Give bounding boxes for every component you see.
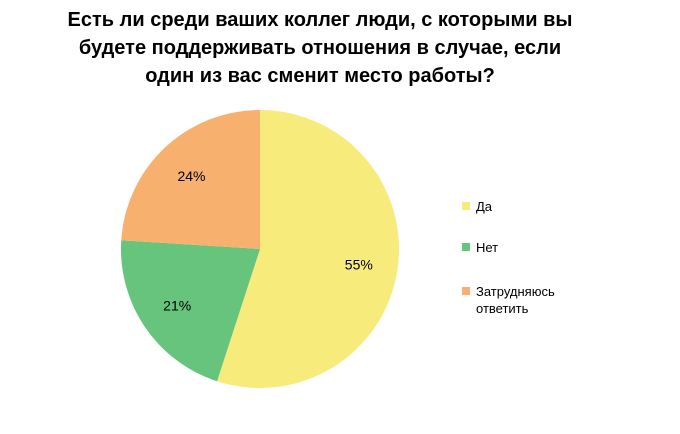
chart-title: Есть ли среди ваших коллег люди, с котор… — [60, 6, 580, 90]
chart-title-line-1: Есть ли среди ваших коллег люди, с котор… — [67, 9, 573, 31]
legend-swatch-zatrudnyayus — [462, 287, 470, 295]
chart-title-line-2: будете поддерживать отношения в случае, … — [78, 37, 562, 59]
pie-slice-zatrudnyayus — [121, 110, 261, 249]
legend-item-da: Да — [462, 198, 586, 215]
pie-data-label-da: 55% — [345, 257, 373, 273]
pie-slice-da — [217, 110, 399, 388]
chart-title-line-3: один из вас сменит место работы? — [145, 65, 495, 87]
legend-label-net: Нет — [476, 240, 499, 255]
legend-label-zatrudnyayus: Затрудняюсь ответить — [476, 284, 555, 316]
legend-swatch-da — [462, 202, 470, 210]
pie-data-label-zatrudnyayus: 24% — [177, 168, 205, 184]
pie-data-label-net: 21% — [163, 297, 191, 313]
legend-item-net: Нет — [462, 239, 586, 256]
legend-item-zatrudnyayus: Затрудняюсь ответить — [462, 283, 586, 317]
pie-slice-net — [120, 240, 261, 382]
legend-label-da: Да — [476, 199, 493, 214]
legend-swatch-net — [462, 243, 470, 251]
